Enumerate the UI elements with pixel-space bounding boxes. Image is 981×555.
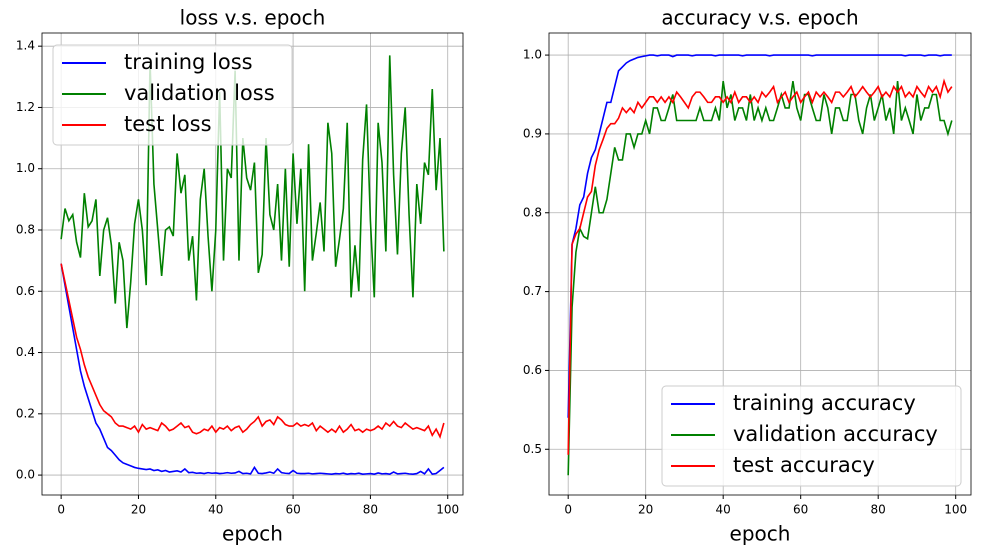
legend-label: test loss (124, 112, 212, 136)
series-line (567, 54, 952, 418)
legend-label: validation accuracy (733, 422, 938, 446)
x-tick-label: 100 (944, 503, 967, 517)
series-line (60, 55, 445, 329)
y-tick-label: 0.7 (523, 284, 542, 298)
y-tick-label: 1.0 (523, 48, 542, 62)
y-tick-label: 0.6 (523, 363, 542, 377)
y-tick-label: 0.6 (16, 284, 35, 298)
legend-box (661, 385, 962, 487)
x-axis-label: epoch (730, 522, 791, 546)
x-tick-label: 0 (564, 503, 572, 517)
y-tick-label: 0.9 (523, 126, 542, 140)
y-tick-label: 0.8 (16, 222, 35, 236)
series-line (567, 78, 953, 455)
series-line (60, 263, 445, 439)
legend-label: training accuracy (733, 391, 916, 415)
y-tick-label: 0.2 (16, 406, 35, 420)
chart-title: loss v.s. epoch (180, 6, 326, 30)
x-tick-label: 40 (208, 503, 223, 517)
x-tick-label: 40 (716, 503, 731, 517)
legend-box (52, 44, 293, 146)
y-tick-label: 1.0 (16, 161, 35, 175)
legend-label: validation loss (124, 81, 275, 105)
y-tick-label: 1.2 (16, 100, 35, 114)
y-tick-label: 0.0 (16, 468, 35, 482)
y-tick-label: 1.4 (16, 39, 35, 53)
x-tick-label: 20 (131, 503, 146, 517)
plot-frame (548, 32, 972, 496)
x-tick-label: 80 (871, 503, 886, 517)
chart-title: accuracy v.s. epoch (661, 6, 858, 30)
x-tick-label: 100 (436, 503, 459, 517)
x-tick-label: 0 (57, 503, 65, 517)
plot-frame (41, 32, 464, 496)
x-tick-label: 60 (285, 503, 300, 517)
y-tick-label: 0.5 (523, 442, 542, 456)
series-line (567, 80, 953, 476)
x-tick-label: 60 (793, 503, 808, 517)
x-tick-label: 80 (363, 503, 378, 517)
series-line (60, 263, 445, 476)
x-tick-label: 20 (638, 503, 653, 517)
y-tick-label: 0.4 (16, 345, 35, 359)
y-tick-label: 0.8 (523, 205, 542, 219)
legend-label: training loss (124, 50, 253, 74)
legend-label: test accuracy (733, 453, 875, 477)
x-axis-label: epoch (222, 522, 283, 546)
